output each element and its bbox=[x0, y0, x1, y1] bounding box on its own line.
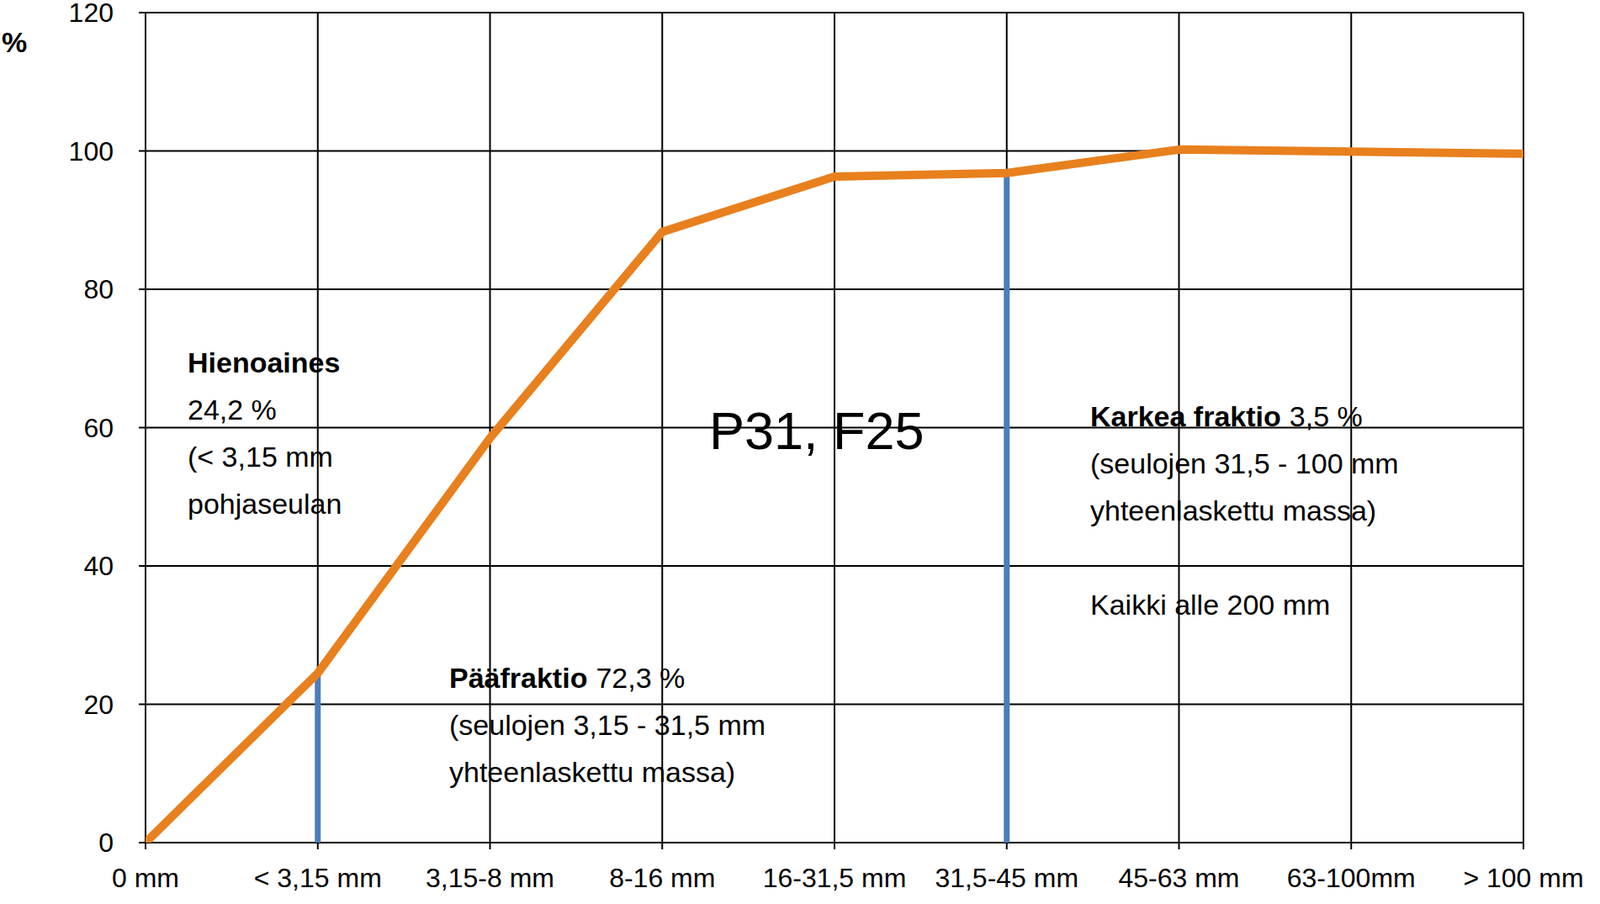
x-tick bbox=[661, 842, 663, 850]
annotation-value: 3,5 % bbox=[1289, 400, 1363, 433]
annotation-line: Kaikki alle 200 mm bbox=[1090, 588, 1330, 621]
line-series bbox=[145, 149, 1524, 843]
chart: 0 20 40 60 80 100 120 0 mm < 3,15 mm 3,15-8 mm 8-1… bbox=[0, 0, 1600, 904]
y-tick bbox=[138, 427, 146, 430]
plot-data bbox=[145, 149, 1524, 843]
x-tick-label: > 100 mm bbox=[1462, 863, 1584, 894]
x-tick bbox=[833, 842, 836, 850]
chart-label: P31, F25 bbox=[709, 401, 925, 461]
x-tick-label: 45-63 mm bbox=[1117, 863, 1240, 894]
x-tick-label: 0 mm bbox=[111, 863, 180, 894]
annotation-line: (seulojen 3,15 - 31,5 mm bbox=[449, 709, 766, 742]
annotation-line: pohjaseulan bbox=[187, 487, 342, 520]
y-tick bbox=[138, 842, 146, 844]
y-tick-label: 120 bbox=[68, 0, 114, 28]
y-tick-label: 100 bbox=[68, 136, 114, 167]
annotation-title: Hienoaines bbox=[187, 346, 340, 379]
annotation-line: 24,2 % bbox=[187, 393, 277, 426]
annotation-title-text: Karkea fraktio bbox=[1090, 400, 1282, 433]
x-tick bbox=[317, 842, 319, 850]
annotation-line: (< 3,15 mm bbox=[187, 440, 334, 473]
annotation: Karkea fraktio3,5 % (seulojen 31,5 - 100 … bbox=[1090, 400, 1399, 527]
boundary-line bbox=[1003, 173, 1010, 843]
grid bbox=[138, 12, 1524, 850]
annotation-line: (seulojen 31,5 - 100 mm bbox=[1090, 447, 1399, 480]
x-tick bbox=[1350, 842, 1352, 850]
x-tick bbox=[1006, 842, 1008, 850]
y-tick bbox=[138, 565, 146, 567]
x-tick-label: 16-31,5 mm bbox=[762, 863, 907, 894]
y-axis-label: % bbox=[1, 26, 27, 59]
grid-line bbox=[1006, 12, 1008, 843]
x-tick-label: 3,15-8 mm bbox=[425, 863, 555, 894]
x-tick bbox=[489, 842, 492, 850]
grid-line bbox=[317, 12, 319, 843]
y-tick-label: 60 bbox=[83, 413, 114, 444]
grid-line bbox=[144, 12, 147, 843]
x-tick-label: 8-16 mm bbox=[609, 863, 716, 894]
grid-line bbox=[1522, 12, 1525, 843]
annotation-line: yhteenlaskettu massa) bbox=[449, 756, 736, 789]
x-tick bbox=[144, 842, 147, 850]
y-tick bbox=[138, 150, 146, 153]
y-tick bbox=[138, 704, 146, 706]
x-tick-label: < 3,15 mm bbox=[254, 863, 382, 894]
y-tick-label: 20 bbox=[83, 689, 114, 721]
y-tick-label: 0 bbox=[98, 827, 114, 859]
x-tick-label: 31,5-45 mm bbox=[934, 863, 1079, 894]
annotation-title-text: Pääfraktio bbox=[449, 662, 588, 695]
y-tick-label: 80 bbox=[83, 274, 114, 305]
x-tick-label: 63-100mm bbox=[1287, 863, 1416, 894]
annotation-title-text: Hienoaines bbox=[187, 346, 340, 379]
y-tick-label: 40 bbox=[83, 550, 114, 582]
x-tick bbox=[1178, 842, 1181, 850]
annotation-title: Karkea fraktio3,5 % bbox=[1090, 400, 1363, 433]
annotation: Pääfraktio72,3 % (seulojen 3,15 - 31,5 mm… bbox=[449, 662, 766, 789]
y-tick bbox=[138, 11, 146, 14]
x-tick bbox=[1522, 842, 1525, 850]
boundary-line bbox=[314, 672, 321, 843]
annotation-value: 72,3 % bbox=[595, 662, 685, 695]
y-tick bbox=[138, 288, 146, 291]
annotation: Kaikki alle 200 mm bbox=[1090, 588, 1330, 621]
annotation: Hienoaines 24,2 % (< 3,15 mm pohjaseulan bbox=[187, 346, 342, 520]
annotation-line: yhteenlaskettu massa) bbox=[1090, 494, 1377, 527]
annotation-title: Pääfraktio72,3 % bbox=[449, 662, 685, 695]
